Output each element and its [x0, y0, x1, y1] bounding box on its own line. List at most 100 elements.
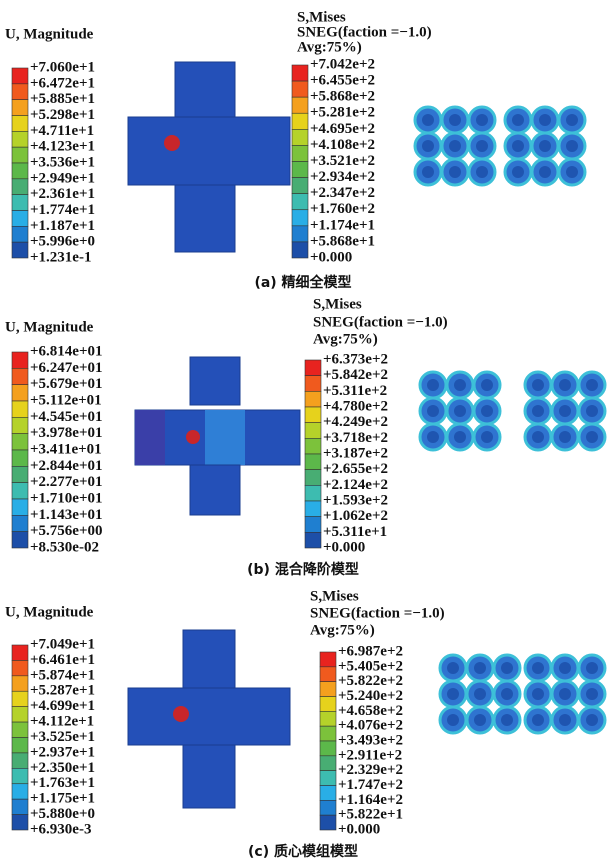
right-legend-label: +5.311e+2	[323, 383, 387, 399]
right-legend-swatch	[292, 145, 308, 161]
right-legend-title: Avg:75%)	[310, 622, 375, 638]
left-legend-swatch	[12, 195, 28, 211]
right-legend-label: +0.000	[310, 249, 352, 265]
cell-core	[559, 431, 571, 443]
right-legend-label: +6.987e+2	[338, 643, 403, 659]
right-legend-swatch	[292, 178, 308, 194]
right-legend-label: +4.249e+2	[323, 414, 388, 430]
cell-core	[427, 431, 439, 443]
left-legend-swatch	[12, 515, 28, 531]
cell-core	[476, 166, 488, 178]
right-legend-label: +1.760e+2	[310, 201, 375, 217]
cell-core	[422, 114, 434, 126]
right-legend-swatch	[305, 423, 321, 439]
left-legend-swatch	[12, 784, 28, 799]
right-legend-label: +0.000	[338, 821, 380, 837]
cell-core	[474, 688, 486, 700]
right-legend-swatch	[305, 532, 321, 548]
cell-core	[447, 688, 459, 700]
right-legend-label: +1.164e+2	[338, 792, 403, 808]
left-legend-swatch	[12, 434, 28, 450]
left-legend-label: +5.996e+0	[30, 234, 95, 250]
right-legend-swatch	[305, 485, 321, 501]
left-legend-label: +3.536e+1	[30, 154, 95, 170]
right-legend-swatch	[320, 800, 336, 815]
cell-core	[559, 379, 571, 391]
left-legend-swatch	[12, 84, 28, 100]
right-legend-label: +6.373e+2	[323, 351, 388, 367]
left-legend-label: +6.472e+1	[30, 75, 95, 91]
right-legend-label: +2.655e+2	[323, 461, 388, 477]
right-legend-label: +5.822e+2	[338, 673, 403, 689]
left-legend-swatch	[12, 738, 28, 753]
left-legend-swatch	[12, 211, 28, 227]
right-legend-label: +1.174e+1	[310, 217, 375, 233]
right-legend-swatch	[320, 786, 336, 801]
right-legend-swatch	[292, 162, 308, 178]
right-legend-swatch	[305, 470, 321, 486]
right-legend-label: +3.493e+2	[338, 732, 403, 748]
left-legend-label: +6.814e+01	[30, 343, 103, 359]
cell-core	[481, 405, 493, 417]
right-legend-swatch	[292, 210, 308, 226]
cell-core	[474, 662, 486, 674]
cell-core	[512, 114, 524, 126]
cell-core	[539, 114, 551, 126]
caption: (c) 质心模组模型	[248, 843, 358, 860]
left-legend-label: +1.187e+1	[30, 218, 95, 234]
cell-core	[447, 714, 459, 726]
left-legend-swatch	[12, 163, 28, 179]
cell-core	[532, 688, 544, 700]
left-legend-swatch	[12, 147, 28, 163]
left-legend-swatch	[12, 450, 28, 466]
right-legend-swatch	[292, 113, 308, 129]
left-legend-label: +3.525e+1	[30, 729, 95, 745]
cell-core	[566, 114, 578, 126]
right-legend-swatch	[320, 711, 336, 726]
left-legend-label: +4.545e+01	[30, 409, 103, 425]
cell-core	[454, 405, 466, 417]
right-legend-label: +4.780e+2	[323, 398, 388, 414]
left-legend-label: +5.112e+01	[30, 392, 102, 408]
left-legend-label: +5.298e+1	[30, 107, 95, 123]
right-legend-swatch	[320, 756, 336, 771]
left-legend-swatch	[12, 532, 28, 548]
cell-core	[512, 140, 524, 152]
cell-core	[586, 431, 598, 443]
left-legend-swatch	[12, 707, 28, 722]
right-legend-swatch	[320, 771, 336, 786]
left-legend-title: U, Magnitude	[5, 604, 94, 620]
left-legend-label: +4.112e+1	[30, 714, 94, 730]
right-legend-swatch	[305, 360, 321, 376]
cell-core	[532, 431, 544, 443]
left-legend-swatch	[12, 179, 28, 195]
cell-core	[427, 405, 439, 417]
left-legend-label: +4.711e+1	[30, 123, 94, 139]
right-legend-label: +2.934e+2	[310, 169, 375, 185]
right-legend-label: +4.658e+2	[338, 703, 403, 719]
left-legend-label: +5.880e+0	[30, 806, 95, 822]
left-legend-swatch	[12, 401, 28, 417]
left-legend-label: +4.699e+1	[30, 698, 95, 714]
left-legend-swatch	[12, 242, 28, 258]
right-legend-swatch	[292, 194, 308, 210]
right-legend-label: +1.747e+2	[338, 777, 403, 793]
cell-core	[454, 431, 466, 443]
right-legend-title: Avg:75%)	[297, 39, 362, 55]
right-legend-label: +4.076e+2	[338, 718, 403, 734]
cell-core	[422, 166, 434, 178]
right-legend-label: +2.124e+2	[323, 477, 388, 493]
left-legend-title: U, Magnitude	[5, 26, 94, 42]
right-legend-label: +4.695e+2	[310, 121, 375, 137]
cell-core	[481, 431, 493, 443]
left-legend-label: +7.060e+1	[30, 59, 95, 75]
right-legend-title: S,Mises	[313, 296, 362, 312]
left-legend-label: +2.949e+1	[30, 170, 95, 186]
left-legend-label: +5.679e+01	[30, 376, 103, 392]
right-legend-label: +2.329e+2	[338, 762, 403, 778]
figure: U, Magnitude+7.060e+1+6.472e+1+5.885e+1+…	[0, 0, 607, 862]
right-legend-label: +5.405e+2	[338, 658, 403, 674]
right-legend-swatch	[292, 226, 308, 242]
cell-core	[532, 405, 544, 417]
left-legend-swatch	[12, 352, 28, 368]
